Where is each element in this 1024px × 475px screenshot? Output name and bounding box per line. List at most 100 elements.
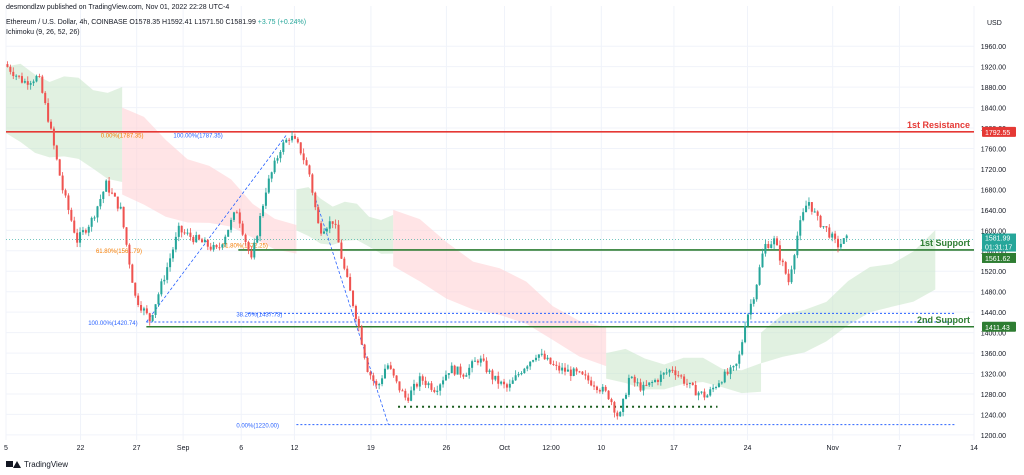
candle-body (322, 231, 326, 234)
ichimoku-cloud-segment (296, 187, 394, 254)
candle-body (407, 397, 410, 401)
indicator-label[interactable]: Ichimoku (9, 26, 52, 26) (6, 29, 80, 36)
candle-body (471, 361, 474, 368)
candle-body (642, 384, 645, 391)
candle-body (720, 382, 723, 384)
candle-body (540, 353, 543, 355)
ichimoku-cloud-segment (393, 209, 607, 367)
candle-body (180, 225, 183, 233)
fibonacci-lines: 0.00%(1787.35) 100.00%(1787.35) 61.80%(156… (88, 134, 955, 430)
fib-label: 0.00%(1787.35) (101, 134, 144, 140)
brand-name: TradingView (24, 459, 69, 469)
candle-body (424, 380, 427, 386)
fib-label: 38.20%(1437.73) (236, 312, 282, 318)
candle-body (151, 314, 154, 322)
candle-body (256, 236, 259, 243)
candle-body (227, 229, 230, 237)
candle-body (627, 377, 630, 395)
price-tick-label: 1360.00 (981, 351, 1006, 358)
candle-body (84, 230, 87, 233)
candle-body (15, 75, 18, 77)
candle-body (532, 360, 535, 362)
candle-body (569, 369, 572, 376)
candle-body (160, 281, 163, 295)
time-tick-label: 12:00 (542, 445, 560, 452)
candle-body (447, 373, 450, 375)
candle-body (796, 235, 799, 256)
candle-body (656, 380, 659, 382)
candle-body (839, 243, 842, 248)
candle-body (79, 232, 82, 243)
price-tick-label: 1480.00 (981, 290, 1006, 297)
candle-body (154, 304, 157, 315)
candle-body (73, 220, 76, 233)
candle-body (41, 76, 44, 93)
candle-body (485, 360, 488, 373)
candle-body (781, 260, 784, 263)
candle-body (67, 195, 70, 210)
candle-body (221, 244, 224, 248)
candle-body (137, 295, 140, 306)
candle-body (119, 206, 122, 209)
candle-body (276, 158, 279, 161)
candle-body (201, 239, 204, 243)
candle-body (140, 305, 143, 311)
candle-body (439, 384, 442, 391)
candle-body (285, 139, 288, 143)
ichimoku-cloud-segment (6, 63, 123, 183)
candle-body (845, 235, 848, 239)
candle-body (337, 224, 340, 243)
candle-body (113, 193, 116, 197)
candle-body (703, 391, 706, 398)
candle-body (799, 220, 802, 236)
price-tick-label: 1440.00 (981, 310, 1006, 317)
candle-body (328, 221, 331, 229)
candle-body (35, 76, 38, 82)
candle-body (561, 367, 564, 371)
ichimoku-cloud-segment (761, 230, 936, 364)
candle-body (500, 381, 503, 384)
candle-timer: 01:31:17 (985, 245, 1012, 252)
candle-body (270, 172, 273, 179)
ichimoku-cloud (6, 63, 936, 394)
candle-body (415, 383, 418, 387)
candle-body (685, 383, 689, 385)
candle-body (18, 75, 21, 77)
price-tick-label: 1280.00 (981, 392, 1006, 399)
ichimoku-cloud-segment (122, 107, 297, 254)
candle-body (381, 378, 384, 385)
candle-body (712, 387, 715, 390)
candle-body (697, 392, 700, 396)
price-tick-label: 1200.00 (981, 433, 1006, 440)
candle-body (363, 344, 366, 358)
candle-body (192, 236, 195, 243)
candle-body (610, 399, 613, 403)
price-tick-label: 1920.00 (981, 65, 1006, 72)
candle-body (442, 380, 445, 385)
candlestick-series (6, 61, 848, 420)
candle-body (116, 196, 119, 209)
candle-body (110, 192, 114, 194)
time-tick-label: 14 (970, 445, 978, 452)
candle-body (503, 381, 506, 385)
candle-body (834, 233, 837, 239)
candle-body (744, 326, 747, 343)
price-tick-label: 1840.00 (981, 106, 1006, 113)
candle-body (230, 219, 233, 230)
candle-body (386, 365, 389, 369)
candle-body (343, 258, 346, 269)
candle-body (778, 245, 781, 261)
candle-body (488, 370, 491, 373)
tradingview-logo-icon (6, 459, 21, 469)
candle-body (595, 386, 598, 391)
candle-body (604, 386, 607, 391)
candle-body (145, 308, 148, 314)
tradingview-brand[interactable]: TradingView (6, 459, 68, 469)
price-tick-label: 1760.00 (981, 147, 1006, 154)
candle-body (174, 236, 177, 250)
candle-body (383, 368, 386, 379)
candle-body (752, 299, 755, 304)
candle-body (375, 381, 378, 386)
candle-body (537, 354, 540, 358)
